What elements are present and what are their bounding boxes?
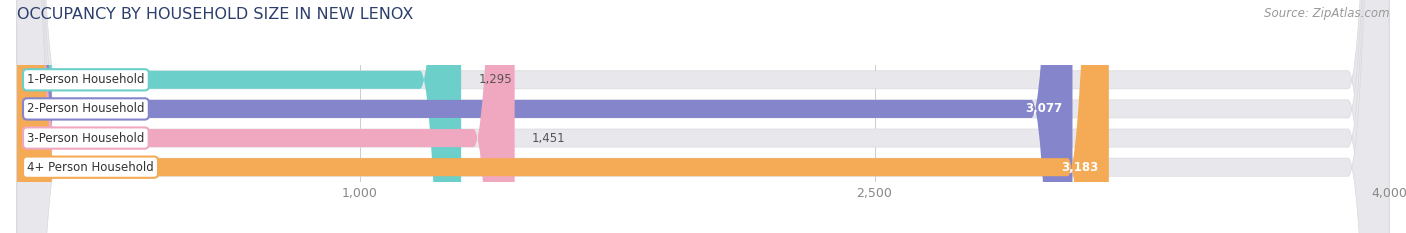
- FancyBboxPatch shape: [17, 0, 515, 233]
- Text: 4+ Person Household: 4+ Person Household: [27, 161, 153, 174]
- FancyBboxPatch shape: [17, 0, 1389, 233]
- FancyBboxPatch shape: [17, 0, 461, 233]
- Text: OCCUPANCY BY HOUSEHOLD SIZE IN NEW LENOX: OCCUPANCY BY HOUSEHOLD SIZE IN NEW LENOX: [17, 7, 413, 22]
- Text: 1-Person Household: 1-Person Household: [27, 73, 145, 86]
- Text: 3,183: 3,183: [1062, 161, 1098, 174]
- FancyBboxPatch shape: [17, 0, 1389, 233]
- Text: 1,451: 1,451: [531, 132, 565, 144]
- FancyBboxPatch shape: [17, 0, 1073, 233]
- Text: Source: ZipAtlas.com: Source: ZipAtlas.com: [1264, 7, 1389, 20]
- FancyBboxPatch shape: [17, 0, 1389, 233]
- Text: 3,077: 3,077: [1025, 103, 1062, 115]
- Text: 2-Person Household: 2-Person Household: [27, 103, 145, 115]
- FancyBboxPatch shape: [17, 0, 1109, 233]
- Text: 3-Person Household: 3-Person Household: [27, 132, 145, 144]
- Text: 1,295: 1,295: [478, 73, 512, 86]
- FancyBboxPatch shape: [17, 0, 1389, 233]
